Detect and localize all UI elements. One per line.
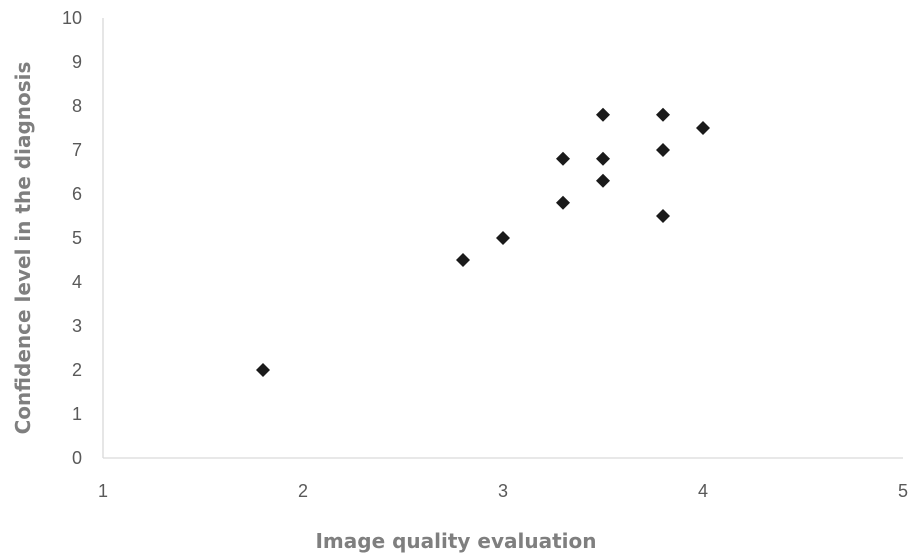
x-tick-label: 5 <box>898 481 908 501</box>
y-tick-label: 8 <box>72 96 82 116</box>
x-axis-ticks: 1 2 3 4 5 <box>98 481 908 501</box>
x-tick-label: 4 <box>698 481 708 501</box>
data-point <box>556 151 570 166</box>
y-axis-ticks: 0 1 2 3 4 5 6 7 8 9 10 <box>62 8 82 468</box>
y-tick-label: 3 <box>72 316 82 336</box>
y-tick-label: 9 <box>72 52 82 72</box>
y-tick-label: 5 <box>72 228 82 248</box>
x-tick-label: 3 <box>498 481 508 501</box>
y-tick-label: 2 <box>72 360 82 380</box>
data-point <box>496 231 510 245</box>
data-point <box>556 195 570 210</box>
y-axis-title: Confidence level in the diagnosis <box>11 62 35 435</box>
y-tick-label: 7 <box>72 140 82 160</box>
data-point <box>456 253 470 267</box>
data-point <box>596 151 610 166</box>
data-points <box>256 107 710 377</box>
y-tick-label: 1 <box>72 404 82 424</box>
x-axis-title: Image quality evaluation <box>315 529 596 553</box>
data-point <box>256 363 270 377</box>
data-point <box>656 209 670 223</box>
y-tick-label: 10 <box>62 8 82 28</box>
data-point <box>656 107 670 122</box>
y-tick-label: 6 <box>72 184 82 204</box>
data-point <box>596 107 610 122</box>
y-tick-label: 4 <box>72 272 82 292</box>
y-tick-label: 0 <box>72 448 82 468</box>
data-point <box>696 121 710 135</box>
x-tick-label: 1 <box>98 481 108 501</box>
data-point <box>656 143 670 157</box>
data-point <box>596 173 610 188</box>
x-tick-label: 2 <box>298 481 308 501</box>
